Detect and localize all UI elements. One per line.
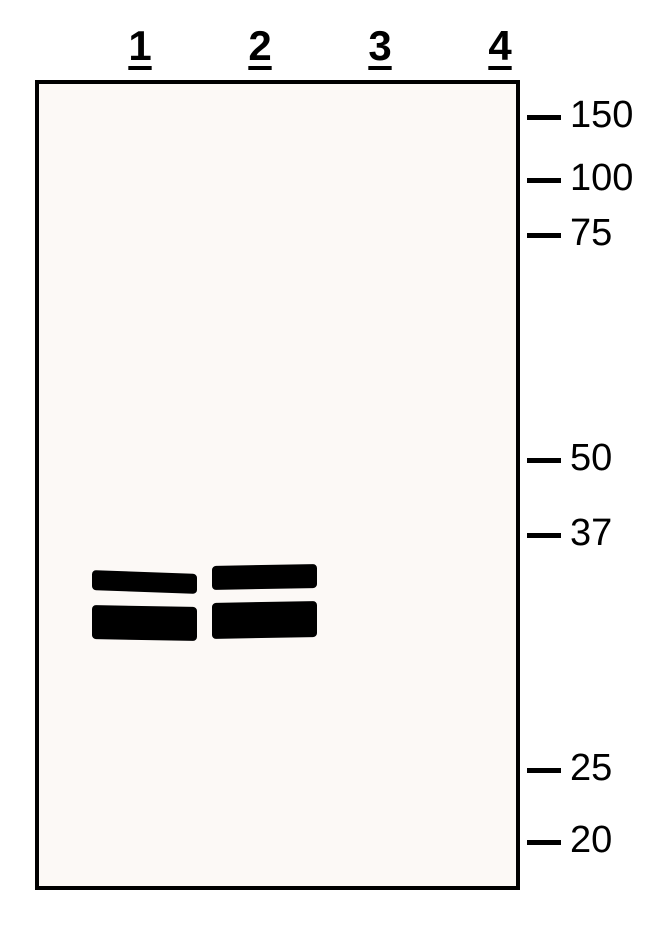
marker-tick-75 bbox=[527, 233, 561, 238]
marker-tick-100 bbox=[527, 178, 561, 183]
band-lane1-1 bbox=[92, 605, 197, 641]
lane-label-1: 1 bbox=[110, 22, 170, 70]
marker-tick-20 bbox=[527, 840, 561, 845]
marker-tick-150 bbox=[527, 115, 561, 120]
band-lane2-2 bbox=[212, 564, 317, 590]
marker-tick-50 bbox=[527, 458, 561, 463]
marker-label-37: 37 bbox=[570, 512, 612, 555]
lane-label-4: 4 bbox=[470, 22, 530, 70]
marker-label-50: 50 bbox=[570, 437, 612, 480]
lane-label-3: 3 bbox=[350, 22, 410, 70]
marker-tick-37 bbox=[527, 533, 561, 538]
band-lane1-0 bbox=[92, 570, 197, 594]
marker-tick-25 bbox=[527, 768, 561, 773]
marker-label-75: 75 bbox=[570, 212, 612, 255]
marker-label-100: 100 bbox=[570, 157, 633, 200]
blot-membrane bbox=[35, 80, 520, 890]
marker-label-25: 25 bbox=[570, 747, 612, 790]
band-lane2-3 bbox=[212, 601, 317, 639]
lane-label-2: 2 bbox=[230, 22, 290, 70]
marker-label-20: 20 bbox=[570, 819, 612, 862]
marker-label-150: 150 bbox=[570, 94, 633, 137]
